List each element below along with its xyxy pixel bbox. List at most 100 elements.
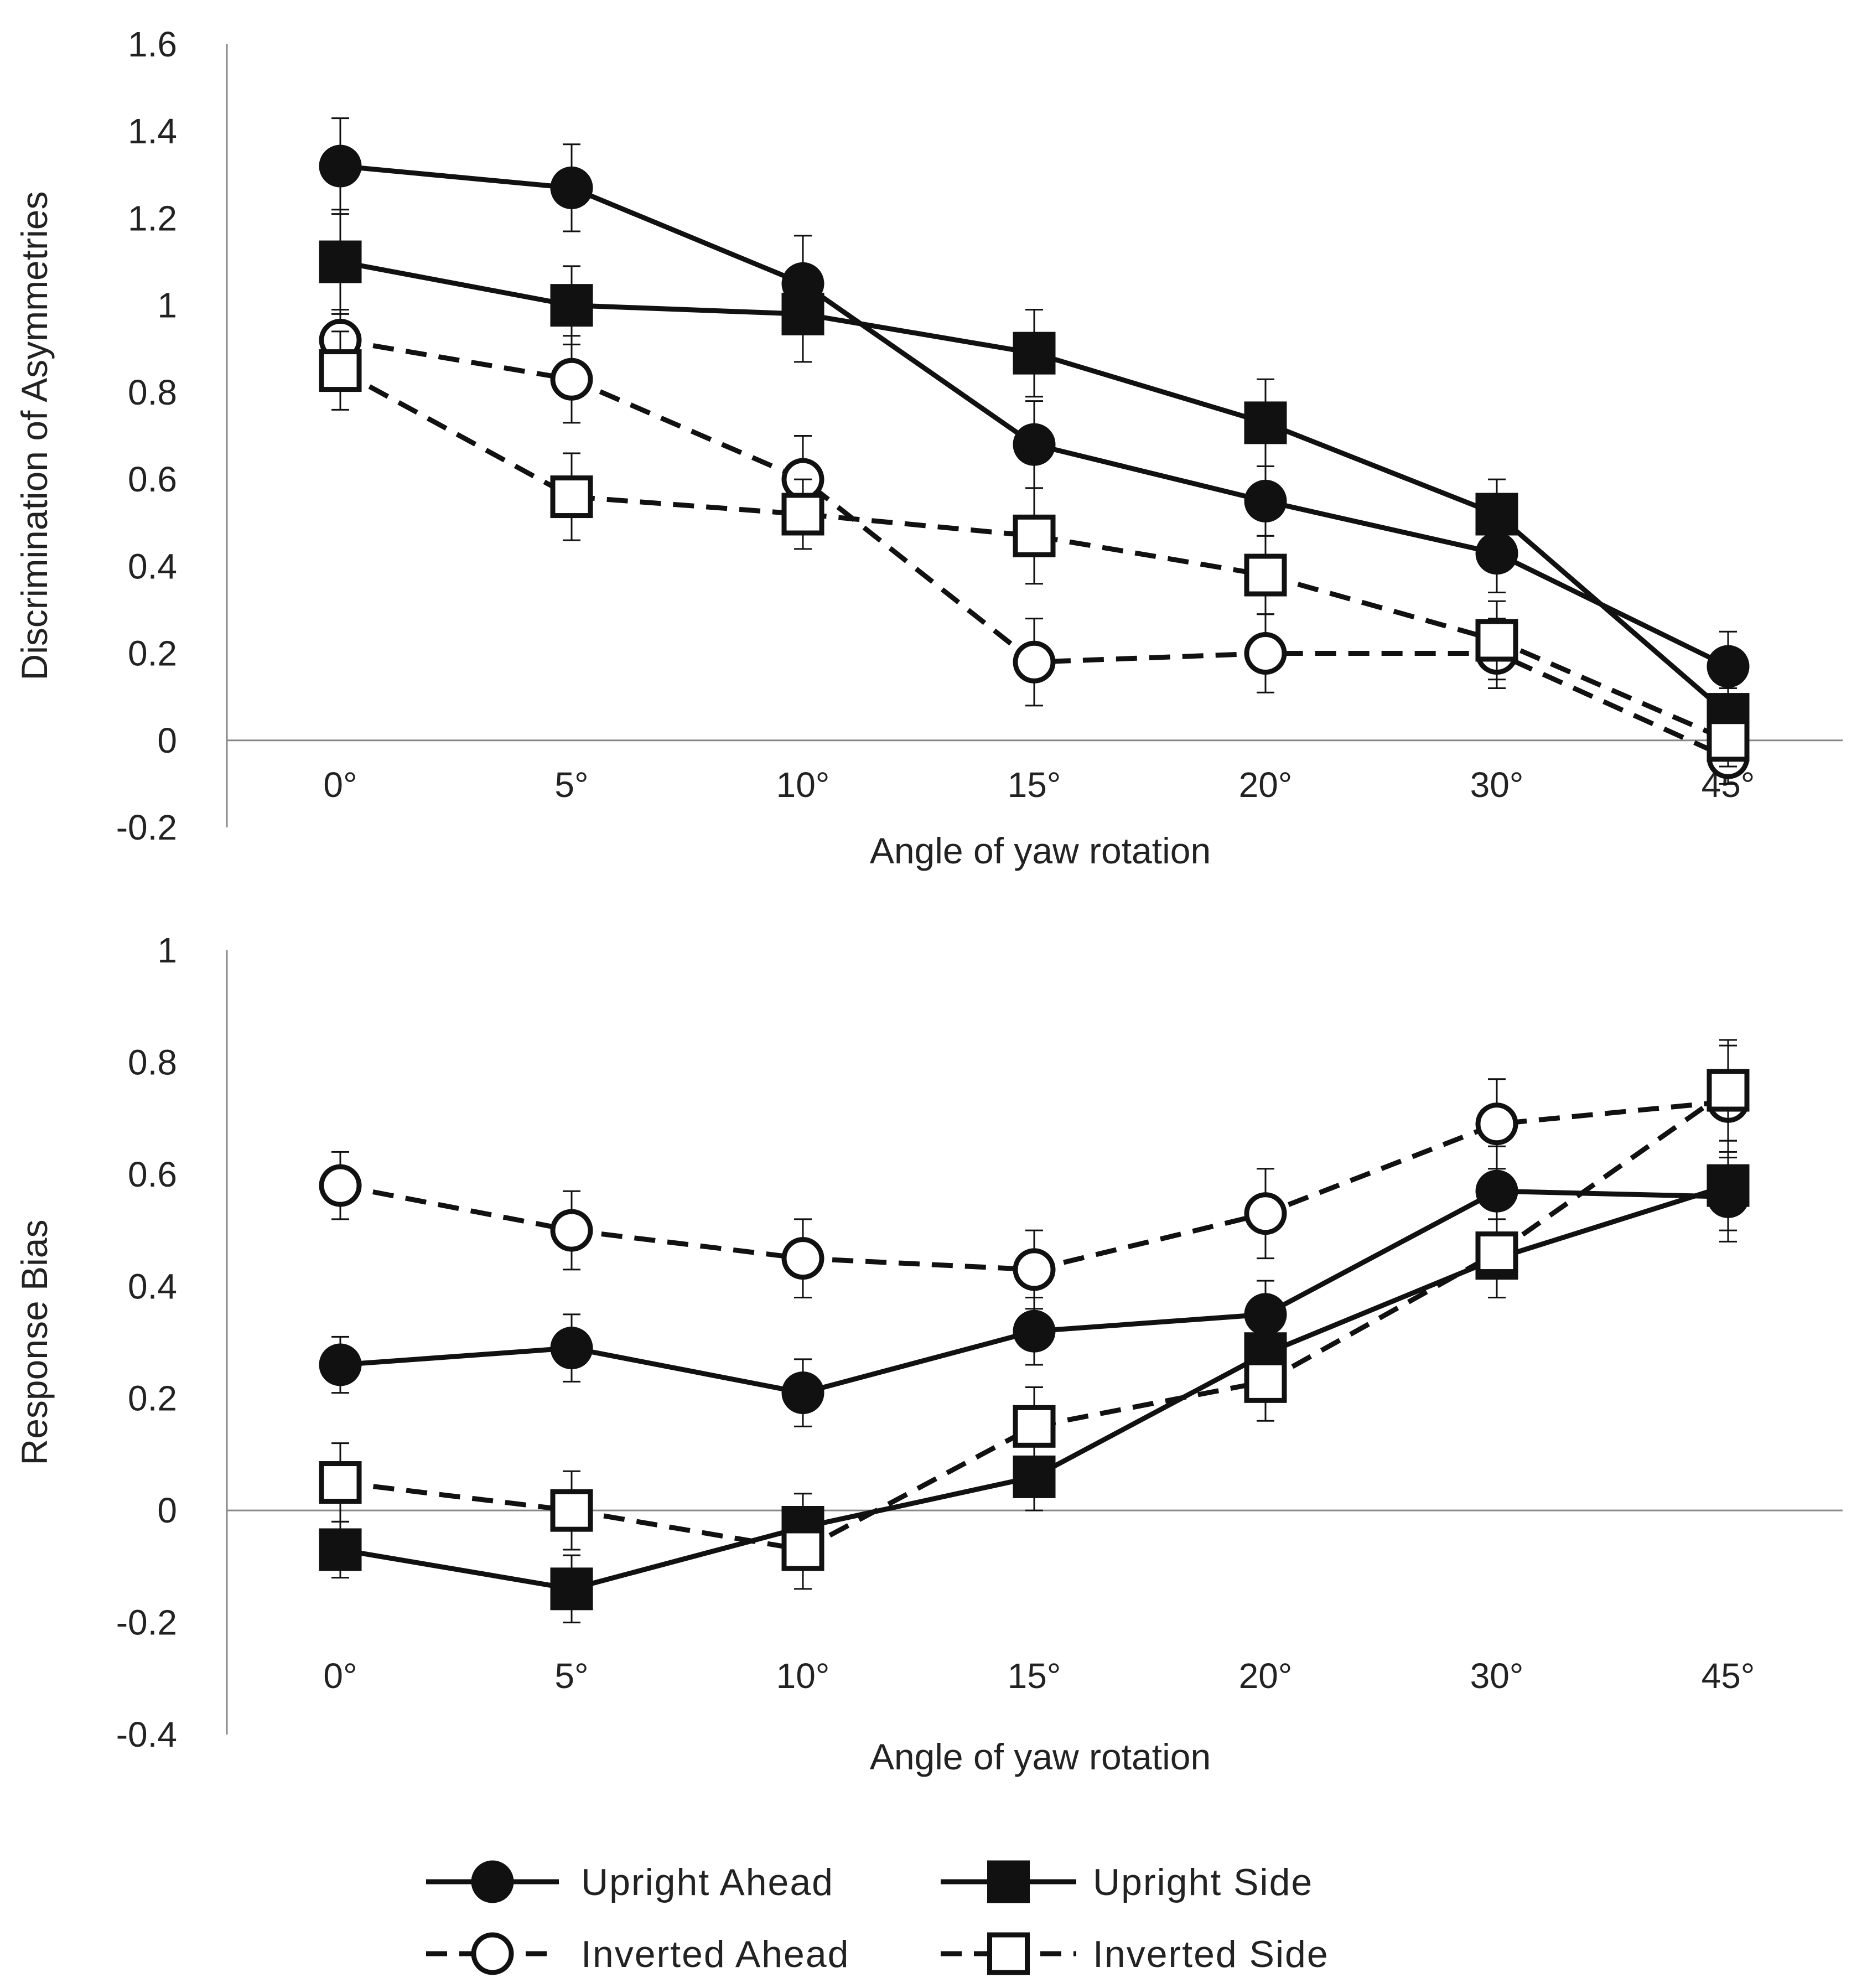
x-tick-label: 45° <box>1702 1656 1755 1696</box>
data-point <box>1013 423 1056 466</box>
legend-item-inverted-side: Inverted Side <box>941 1932 1329 1975</box>
data-point <box>319 240 362 283</box>
data-point <box>550 475 593 519</box>
series-inverted-ahead <box>319 1044 1750 1310</box>
y-tick-label: 1.6 <box>128 24 177 64</box>
x-axis-label: Angle of yaw rotation <box>870 830 1211 871</box>
data-point <box>781 292 824 335</box>
data-point <box>1013 1309 1056 1353</box>
y-tick-label: 0.2 <box>128 1379 177 1418</box>
y-tick-label: 0 <box>157 1490 177 1530</box>
series-upright-ahead <box>319 117 1750 702</box>
data-point <box>1013 1405 1056 1448</box>
x-tick-label: 30° <box>1470 765 1524 805</box>
data-point <box>550 358 593 401</box>
data-point <box>781 1528 824 1571</box>
x-tick-label: 0° <box>323 765 357 805</box>
legend-marker-shape <box>471 1860 514 1903</box>
data-point <box>1707 1069 1750 1112</box>
data-point <box>1244 1192 1287 1235</box>
x-tick-label: 10° <box>776 1656 830 1696</box>
data-point <box>1475 1169 1518 1213</box>
data-point <box>550 1567 593 1611</box>
data-point <box>1475 619 1518 662</box>
legend-item-upright-side: Upright Side <box>941 1860 1312 1903</box>
data-point <box>1707 719 1750 762</box>
data-point <box>1707 645 1750 688</box>
data-point <box>319 1528 362 1571</box>
y-axis-label: Discrimination of Asymmetries <box>14 191 55 681</box>
series-inverted-side <box>319 330 1750 768</box>
legend-label-inverted-ahead: Inverted Ahead <box>581 1933 849 1975</box>
y-tick-label: -0.2 <box>116 1603 177 1643</box>
y-tick-label: 0.6 <box>128 1155 177 1194</box>
data-point <box>1244 553 1287 597</box>
legend-marker-inverted-side <box>987 1932 1030 1975</box>
data-point <box>550 1489 593 1532</box>
data-point <box>1475 493 1518 536</box>
y-tick-label: 0.8 <box>128 372 177 412</box>
legend: Upright Ahead Upright Side Inverted Ahea… <box>426 1860 1329 1975</box>
y-tick-label: 0.4 <box>128 546 177 586</box>
legend-marker-shape <box>987 1860 1030 1903</box>
data-point <box>550 166 593 209</box>
data-point <box>319 1461 362 1504</box>
y-tick-label: 1.4 <box>128 111 177 151</box>
series-inverted-side <box>319 1039 1750 1590</box>
data-point <box>1013 640 1056 684</box>
legend-marker-inverted-ahead <box>471 1932 514 1975</box>
y-tick-label: 0.6 <box>128 459 177 499</box>
x-tick-label: 10° <box>776 765 830 805</box>
legend-label-upright-ahead: Upright Ahead <box>581 1861 834 1903</box>
x-tick-label: 5° <box>554 765 588 805</box>
legend-marker-shape <box>471 1932 514 1975</box>
x-tick-label: 5° <box>554 1656 588 1696</box>
data-point <box>1013 514 1056 557</box>
data-point <box>781 1237 824 1280</box>
x-tick-label: 20° <box>1239 765 1293 805</box>
data-point <box>1013 1248 1056 1291</box>
y-tick-label: 0 <box>157 721 177 760</box>
x-tick-label: 0° <box>323 1656 357 1696</box>
legend-label-inverted-side: Inverted Side <box>1093 1933 1329 1975</box>
y-tick-label: -0.4 <box>116 1715 177 1754</box>
y-tick-label: 0.8 <box>128 1042 177 1082</box>
data-point <box>1475 1231 1518 1275</box>
data-point <box>1244 1360 1287 1403</box>
legend-marker-upright-ahead <box>471 1860 514 1903</box>
data-point <box>1707 1164 1750 1207</box>
data-point <box>550 1327 593 1370</box>
data-point <box>319 349 362 392</box>
y-tick-label: -0.2 <box>116 807 177 847</box>
legend-marker-upright-side <box>987 1860 1030 1903</box>
data-point <box>319 1343 362 1386</box>
x-tick-label: 15° <box>1008 1656 1061 1696</box>
data-point <box>319 144 362 188</box>
data-point <box>1244 479 1287 522</box>
chart-discrimination: 1.6 1.4 1.2 1 0.8 0.6 0.4 0.2 0 -0.2 0° 5° 10° 15° 20°… <box>14 24 1843 871</box>
y-tick-label: 0.4 <box>128 1266 177 1306</box>
data-point <box>550 1209 593 1252</box>
data-point <box>1475 1102 1518 1146</box>
legend-marker-shape <box>987 1932 1030 1975</box>
data-point <box>1013 332 1056 375</box>
chart-response-bias: 1 0.8 0.6 0.4 0.2 0 -0.2 -0.4 0° 5° 10° 15° 20° 30° 45… <box>14 930 1843 1777</box>
data-point <box>1013 1455 1056 1498</box>
x-tick-label: 20° <box>1239 1656 1293 1696</box>
data-point <box>1244 632 1287 675</box>
y-tick-label: 1 <box>157 286 177 325</box>
series-upright-side <box>319 209 1750 742</box>
y-tick-label: 1.2 <box>128 198 177 238</box>
data-point <box>781 1371 824 1415</box>
y-axis-label: Response Bias <box>14 1220 55 1466</box>
legend-item-inverted-ahead: Inverted Ahead <box>426 1932 849 1975</box>
y-tick-label: 1 <box>157 930 177 970</box>
data-point <box>550 284 593 327</box>
series-upright-side <box>319 1140 1750 1624</box>
x-axis-label: Angle of yaw rotation <box>870 1736 1211 1777</box>
x-tick-label: 30° <box>1470 1656 1524 1696</box>
x-tick-label: 15° <box>1008 765 1061 805</box>
data-point <box>781 493 824 536</box>
data-point <box>1244 401 1287 444</box>
